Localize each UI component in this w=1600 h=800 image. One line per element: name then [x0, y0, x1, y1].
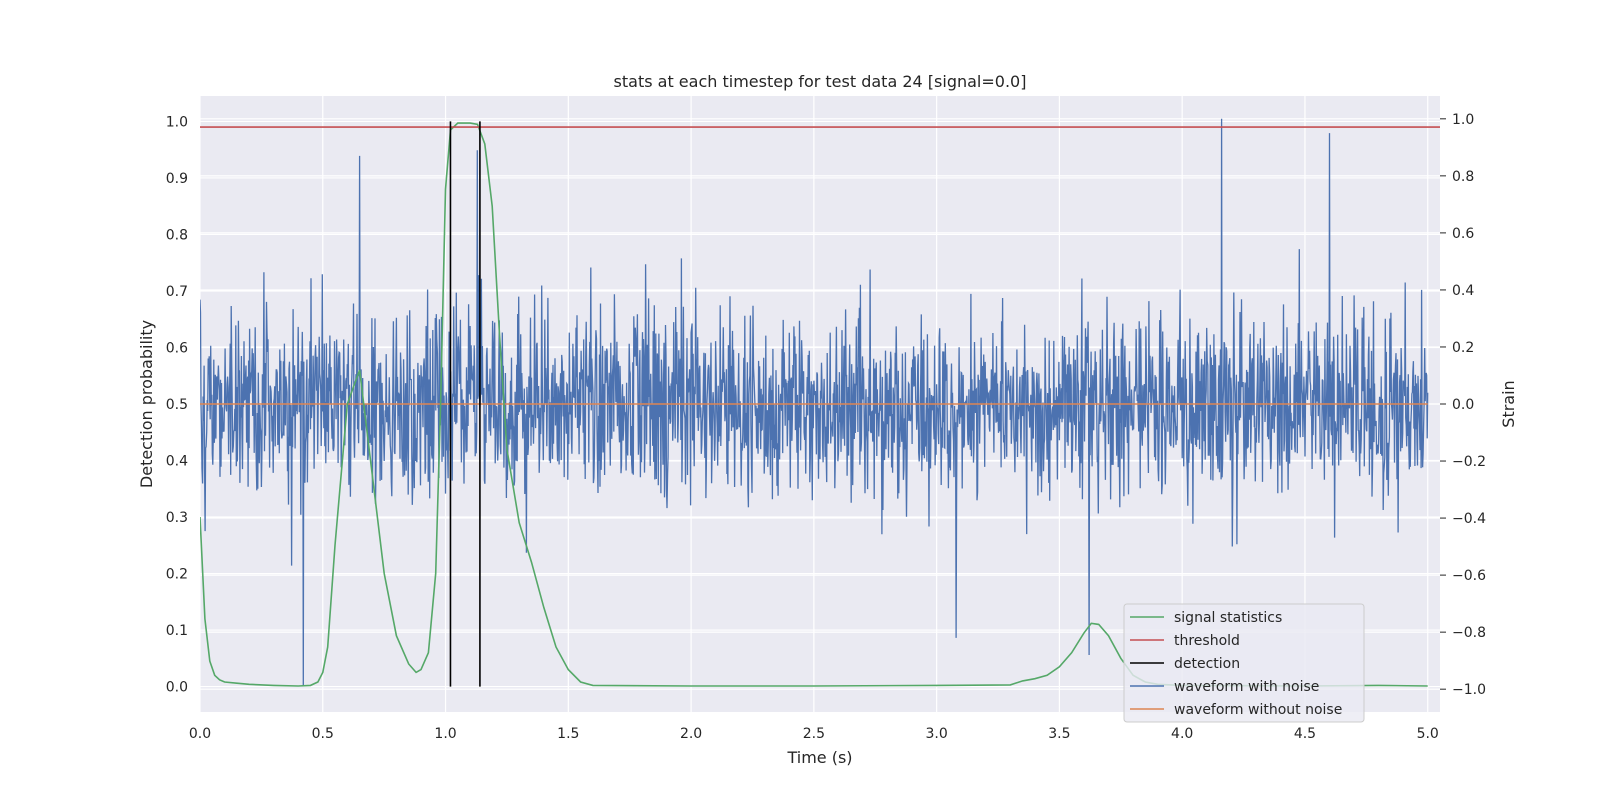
- y-tick-label-right: −0.8: [1452, 625, 1486, 641]
- y-tick-label-right: 0.6: [1452, 226, 1474, 242]
- y-tick-label-left: 0.0: [166, 680, 188, 696]
- legend-label-detection: detection: [1174, 656, 1240, 672]
- legend-label-threshold: threshold: [1174, 633, 1240, 649]
- x-tick-label: 0.5: [312, 726, 334, 742]
- x-tick-label: 1.5: [557, 726, 579, 742]
- x-tick-label: 3.5: [1048, 726, 1070, 742]
- x-tick-label: 4.0: [1171, 726, 1193, 742]
- y-tick-label-left: 0.3: [166, 510, 188, 526]
- x-tick-label: 2.5: [803, 726, 825, 742]
- y-tick-label-right: 0.4: [1452, 283, 1474, 299]
- series-layer: [200, 118, 1440, 687]
- x-tick-label: 3.0: [926, 726, 948, 742]
- y-axis-label-left: Detection probability: [137, 320, 156, 488]
- y-tick-label-left: 0.2: [166, 567, 188, 583]
- x-tick-label: 0.0: [189, 726, 211, 742]
- series-clip-group: [200, 118, 1440, 687]
- y-tick-label-left: 0.8: [166, 227, 188, 243]
- y-tick-label-right: 0.2: [1452, 340, 1474, 356]
- series-signal-statistics: [200, 122, 1428, 687]
- y-tick-label-left: 0.4: [166, 454, 188, 470]
- x-tick-label: 2.0: [680, 726, 702, 742]
- legend-box: [1123, 603, 1365, 723]
- y-tick-label-left: 0.7: [166, 284, 188, 300]
- y-tick-label-right: −0.2: [1452, 454, 1486, 470]
- legend: signal statistics threshold detection wa…: [1123, 603, 1365, 723]
- y-tick-label-left: 0.5: [166, 397, 188, 413]
- x-tick-label: 1.0: [434, 726, 456, 742]
- y-tick-label-right: 0.0: [1452, 397, 1474, 413]
- y-tick-label-right: −0.6: [1452, 568, 1486, 584]
- y-axis-label-right: Strain: [1499, 380, 1518, 427]
- tick-layer: 0.0 0.5 1.0 1.5 2.0 2.5 3.0 3.5 4.0 4.5 5.0 0.0 0.1 0…: [166, 112, 1486, 742]
- x-tick-label: 4.5: [1294, 726, 1316, 742]
- legend-label-waveform-with-noise: waveform with noise: [1174, 679, 1319, 695]
- x-axis-label: Time (s): [786, 748, 852, 767]
- y-tick-label-right: 1.0: [1452, 112, 1474, 128]
- y-tick-label-right: 0.8: [1452, 169, 1474, 185]
- y-tick-label-right: −1.0: [1452, 682, 1486, 698]
- series-waveform-with-noise: [200, 118, 1429, 687]
- y-tick-label-right: −0.4: [1452, 511, 1486, 527]
- x-tick-label: 5.0: [1417, 726, 1439, 742]
- legend-label-signal-statistics: signal statistics: [1174, 610, 1282, 626]
- y-tick-label-left: 0.1: [166, 623, 188, 639]
- y-tick-label-left: 1.0: [166, 114, 188, 130]
- chart-title: stats at each timestep for test data 24 …: [614, 72, 1027, 91]
- y-tick-label-left: 0.6: [166, 340, 188, 356]
- legend-label-waveform-without-noise: waveform without noise: [1174, 702, 1342, 718]
- y-tick-label-left: 0.9: [166, 171, 188, 187]
